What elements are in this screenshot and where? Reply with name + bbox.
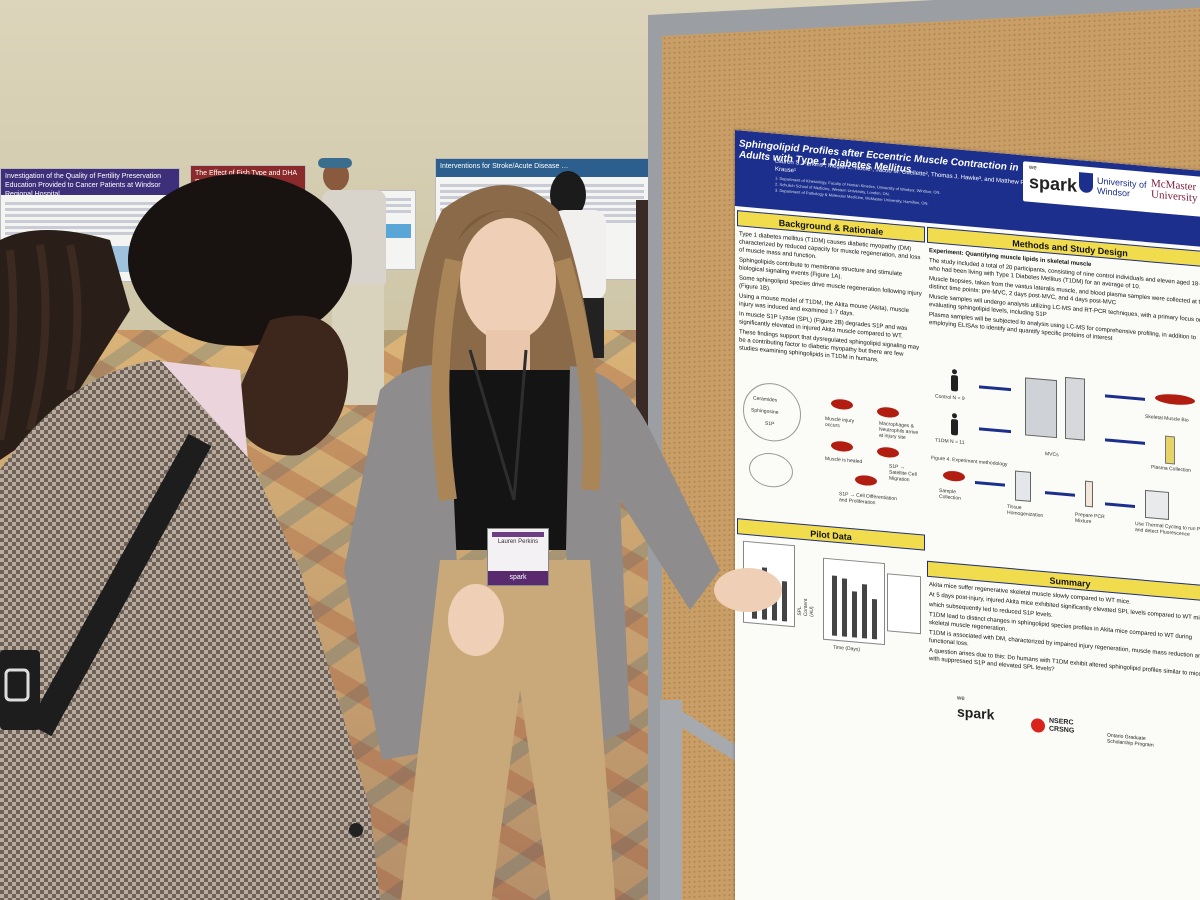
we-spark-logo-prefix: we bbox=[1029, 164, 1037, 172]
tissue-label: Tissue Homogenization bbox=[1007, 503, 1044, 519]
muscle-icon bbox=[877, 406, 899, 419]
plasma-tube-icon bbox=[1165, 435, 1175, 465]
research-poster: Sphingolipid Profiles after Eccentric Mu… bbox=[735, 130, 1200, 900]
sample-label: Sample Collection bbox=[939, 487, 961, 502]
foreground-listener bbox=[0, 174, 380, 900]
we-spark-footer-logo: spark bbox=[957, 703, 995, 723]
background-poster-1-title: Investigation of the Quality of Fertilit… bbox=[1, 169, 179, 198]
plasma-label: Plasma Collection bbox=[1151, 464, 1192, 474]
funder-logos: we spark NSERC CRSNG Ontario Graduate Sc… bbox=[927, 687, 1200, 802]
t1dm-group-label: T1DM N = 11 bbox=[935, 437, 965, 447]
pilot-chart-2 bbox=[823, 557, 885, 646]
badge-top-stripe bbox=[492, 532, 544, 537]
mcmaster-logo: McMaster University bbox=[1151, 177, 1198, 205]
diagram-label: Muscle injury occurs bbox=[825, 415, 855, 430]
name-badge: Lauren Perkins spark bbox=[487, 528, 549, 586]
we-spark-logo: spark bbox=[1029, 171, 1078, 196]
muscle-icon bbox=[831, 398, 853, 411]
arrow-icon bbox=[979, 385, 1011, 392]
arrow-icon bbox=[975, 480, 1005, 487]
arrow-icon bbox=[1105, 394, 1145, 401]
computer-icon bbox=[1065, 376, 1085, 441]
thermal-cycler-icon bbox=[1145, 489, 1169, 520]
control-group-label: Control N = 9 bbox=[935, 393, 965, 403]
muscle-biopsy-icon bbox=[1155, 392, 1195, 407]
badge-brand: spark bbox=[488, 571, 548, 585]
sponsor-logos: we spark University of Windsor McMaster … bbox=[1023, 161, 1200, 218]
diagram-label: Muscle is healed bbox=[825, 455, 863, 466]
person-icon bbox=[951, 413, 958, 436]
thermal-label: Use Thermal Cycling to run PCR and detec… bbox=[1135, 520, 1200, 538]
person-with-braids bbox=[0, 230, 130, 460]
methods-flow-diagram: Control N = 9 T1DM N = 11 MVCs Skeletal … bbox=[929, 357, 1200, 582]
muscle-icon bbox=[855, 474, 877, 487]
nserc-logo: NSERC CRSNG bbox=[1049, 717, 1075, 735]
sample-icon bbox=[943, 470, 965, 483]
arrow-icon bbox=[979, 427, 1011, 434]
arrow-icon bbox=[1105, 438, 1145, 445]
poster-presenter bbox=[344, 185, 782, 900]
diagram-label: S1P → Cell Differentiation and Prolifera… bbox=[839, 491, 897, 507]
methods-figure-caption: Figure 4. Experiment methodology bbox=[931, 455, 1008, 468]
mvcs-label: MVCs bbox=[1045, 451, 1059, 459]
mvc-machine-icon bbox=[1025, 377, 1057, 439]
pilot-x-axis-label: Time (Days) bbox=[833, 644, 861, 653]
arrow-icon bbox=[1045, 491, 1075, 497]
diagram-label: S1P → Satellite Cell Migration bbox=[889, 463, 917, 484]
we-spark-footer-prefix: we bbox=[957, 695, 965, 703]
nserc-maple-leaf-icon bbox=[1031, 717, 1045, 734]
background-poster-3-title: Interventions for Stroke/Acute Disease … bbox=[436, 159, 648, 177]
biopsy-label: Skeletal Muscle Bio bbox=[1145, 413, 1189, 424]
windsor-shield-icon bbox=[1079, 172, 1093, 194]
windsor-logo: University of Windsor bbox=[1097, 175, 1147, 199]
diagram-label: Macrophages & Neutrophils arrive at inju… bbox=[879, 420, 919, 441]
board-leg bbox=[660, 700, 682, 900]
badge-name: Lauren Perkins bbox=[497, 539, 539, 545]
ontario-logo: Ontario Graduate Scholarship Program bbox=[1107, 732, 1154, 749]
pcr-label: Prepare PCR Mixture bbox=[1075, 511, 1105, 526]
pcr-tube-icon bbox=[1085, 480, 1093, 508]
pilot-y-axis-label: SPL Content (AU) bbox=[797, 598, 815, 617]
muscle-icon bbox=[877, 446, 899, 459]
muscle-icon bbox=[831, 440, 853, 453]
pilot-legend-table bbox=[887, 573, 921, 635]
person-icon bbox=[951, 369, 958, 392]
homogenizer-icon bbox=[1015, 470, 1031, 502]
arrow-icon bbox=[1105, 502, 1135, 508]
summary-text: Akita mice suffer regenerative skeletal … bbox=[929, 581, 1200, 690]
